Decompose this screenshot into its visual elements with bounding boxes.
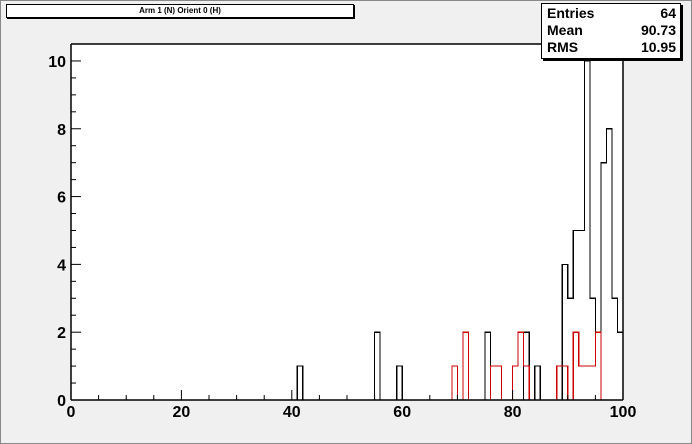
y-tick-label: 4: [57, 257, 66, 274]
stats-row-mean: Mean 90.73: [547, 22, 676, 39]
x-tick-label: 80: [504, 404, 522, 421]
stats-row-entries: Entries 64: [547, 5, 676, 22]
stats-value-entries: 64: [660, 5, 676, 21]
x-tick-label: 0: [67, 404, 76, 421]
stats-label-rms: RMS: [547, 39, 579, 55]
x-tick-label: 60: [393, 404, 411, 421]
x-tick-label: 100: [610, 404, 637, 421]
x-tick-label: 40: [283, 404, 301, 421]
stats-row-rms: RMS 10.95: [547, 39, 676, 56]
stats-value-rms: 10.95: [640, 39, 676, 55]
histogram-series-1: [71, 331, 623, 401]
stats-label-entries: Entries: [547, 5, 595, 21]
y-tick-label: 6: [57, 190, 66, 207]
y-tick-label: 10: [48, 54, 66, 71]
histogram-series-0: [71, 60, 623, 401]
histogram-title: Arm 1 (N) Orient 0 (H): [6, 4, 354, 18]
x-tick-label: 20: [173, 404, 191, 421]
stats-value-mean: 90.73: [640, 22, 676, 38]
y-tick-label: 8: [57, 122, 66, 139]
plot-area: [71, 44, 623, 400]
y-tick-label: 0: [57, 393, 66, 410]
stats-label-mean: Mean: [547, 22, 583, 38]
stats-box: Entries 64 Mean 90.73 RMS 10.95: [541, 3, 681, 59]
y-tick-label: 2: [57, 325, 66, 342]
